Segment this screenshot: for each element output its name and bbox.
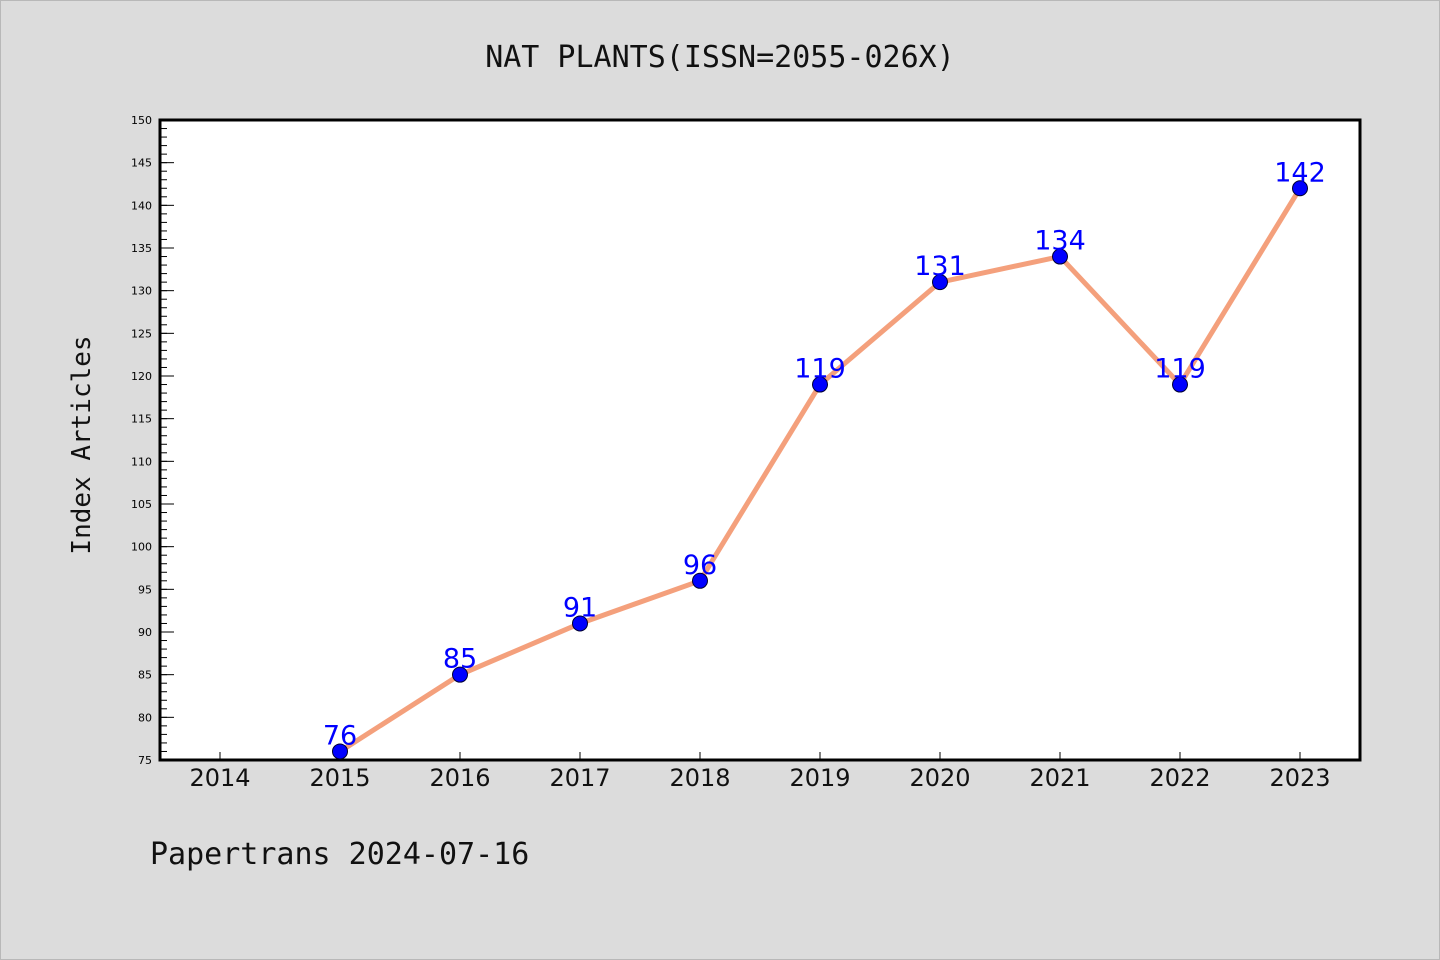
y-axis: 75 80 85 90 95 100 105 110 115 120 125 130 135 140 145… [131, 114, 174, 767]
x-tick-label: 2020 [909, 764, 970, 792]
data-label: 85 [443, 644, 477, 675]
data-point [452, 666, 468, 683]
data-point [1172, 376, 1188, 393]
y-tick-label: 105 [131, 498, 152, 511]
x-axis: 2014 2015 2016 2017 2018 2019 2020 2021 2022 2023 [189, 752, 1331, 792]
data-label: 96 [683, 550, 717, 581]
x-tick-label: 2016 [429, 764, 490, 792]
data-point [572, 615, 588, 632]
series-layer: 76 85 91 96 119 131 134 119 142 [323, 157, 1326, 760]
x-tick-label: 2015 [309, 764, 370, 792]
y-tick-label: 125 [131, 327, 152, 340]
data-label: 91 [563, 592, 597, 623]
data-label: 119 [1154, 354, 1206, 385]
y-tick-label: 150 [131, 114, 152, 127]
x-tick-label: 2019 [789, 764, 850, 792]
y-tick-label: 145 [131, 157, 152, 170]
data-point [332, 743, 348, 760]
y-tick-label: 110 [131, 455, 152, 468]
data-point [932, 274, 948, 291]
data-point [692, 572, 708, 589]
y-tick-label: 95 [138, 583, 152, 596]
x-tick-label: 2023 [1269, 764, 1330, 792]
y-tick-label: 90 [138, 626, 152, 639]
data-label: 142 [1274, 157, 1326, 188]
y-tick-label: 135 [131, 242, 152, 255]
y-tick-label: 80 [138, 711, 152, 724]
y-axis-label: Index Articles [67, 335, 97, 554]
data-label: 134 [1034, 226, 1086, 257]
data-label: 76 [323, 720, 357, 751]
y-tick-label: 140 [131, 199, 152, 212]
data-point [1052, 248, 1068, 265]
x-tick-label: 2021 [1029, 764, 1090, 792]
x-tick-label: 2022 [1149, 764, 1210, 792]
y-tick-label: 85 [138, 669, 152, 682]
plot-area [158, 118, 1362, 762]
footer-credit: Papertrans 2024-07-16 [150, 837, 529, 872]
x-tick-label: 2014 [189, 764, 250, 792]
y-tick-label: 100 [131, 541, 152, 554]
y-tick-label: 120 [131, 370, 152, 383]
y-tick-label: 75 [138, 754, 152, 767]
data-label: 119 [794, 354, 846, 385]
x-tick-label: 2017 [549, 764, 610, 792]
data-label: 131 [914, 251, 966, 282]
y-tick-label: 115 [131, 413, 152, 426]
chart-title: NAT PLANTS(ISSN=2055-026X) [485, 40, 955, 75]
y-tick-label: 130 [131, 285, 152, 298]
data-point [1292, 180, 1308, 197]
data-point [812, 376, 828, 393]
x-tick-label: 2018 [669, 764, 730, 792]
